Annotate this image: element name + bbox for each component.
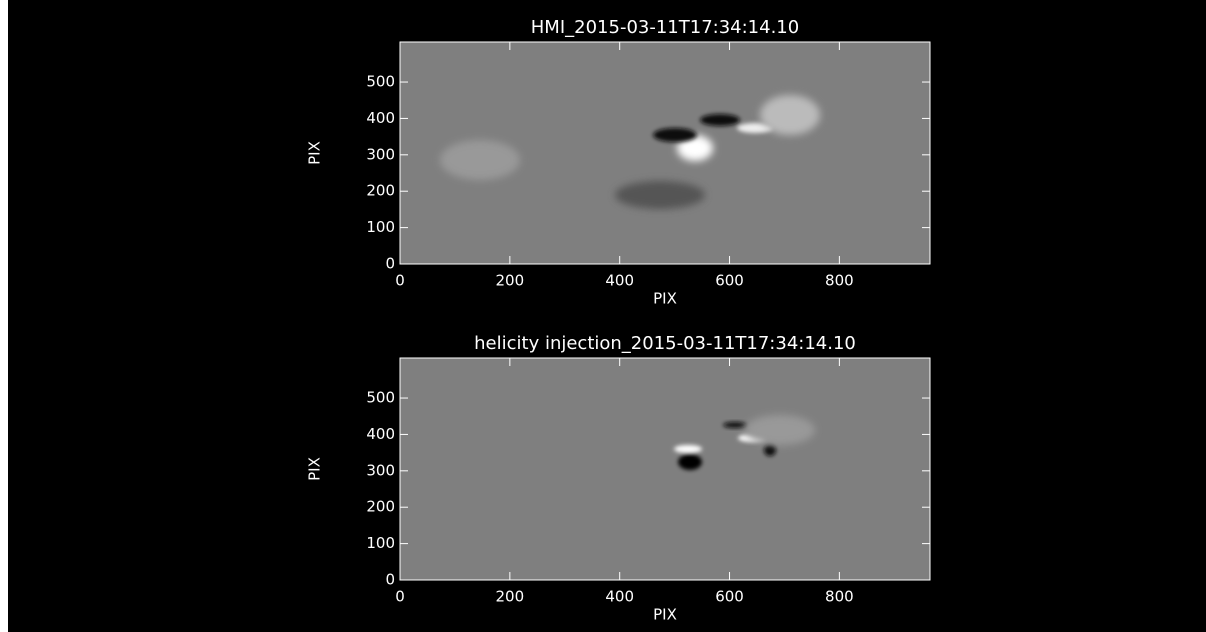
feature <box>723 422 747 428</box>
y-tick-label: 100 <box>366 218 395 236</box>
feature <box>678 454 702 470</box>
x-tick-label: 0 <box>395 588 405 606</box>
x-tick-label: 0 <box>395 272 405 290</box>
y-axis-label: PIX <box>306 141 324 165</box>
y-tick-label: 300 <box>366 145 395 163</box>
x-tick-label: 200 <box>496 272 525 290</box>
feature <box>700 114 740 126</box>
feature <box>745 415 815 445</box>
y-tick-label: 500 <box>366 389 395 407</box>
image-area <box>400 358 930 580</box>
x-tick-label: 400 <box>605 588 634 606</box>
y-tick-label: 0 <box>385 255 395 273</box>
feature <box>653 128 697 142</box>
x-axis-label: PIX <box>653 606 677 624</box>
feature <box>764 444 776 456</box>
x-tick-label: 800 <box>825 272 854 290</box>
x-tick-label: 600 <box>715 588 744 606</box>
chart-title: HMI_2015-03-11T17:34:14.10 <box>531 17 799 38</box>
y-axis-label: PIX <box>306 457 324 481</box>
x-tick-label: 400 <box>605 272 634 290</box>
x-tick-label: 800 <box>825 588 854 606</box>
y-tick-label: 0 <box>385 571 395 589</box>
y-tick-label: 300 <box>366 461 395 479</box>
y-tick-label: 400 <box>366 425 395 443</box>
x-tick-label: 200 <box>496 588 525 606</box>
feature <box>440 140 520 180</box>
y-tick-label: 500 <box>366 73 395 91</box>
feature <box>615 181 705 209</box>
y-tick-label: 100 <box>366 534 395 552</box>
page: HMI_2015-03-11T17:34:14.10 PIX PIX 0 200 400 6… <box>0 0 1206 632</box>
y-tick-label: 200 <box>366 498 395 516</box>
feature <box>674 445 702 453</box>
feature <box>760 95 820 135</box>
chart-title: helicity injection_2015-03-11T17:34:14.1… <box>474 333 856 354</box>
x-tick-label: 600 <box>715 272 744 290</box>
x-axis-label: PIX <box>653 290 677 308</box>
figure: HMI_2015-03-11T17:34:14.10 PIX PIX 0 200 400 6… <box>0 0 1206 632</box>
y-tick-label: 200 <box>366 182 395 200</box>
y-tick-label: 400 <box>366 109 395 127</box>
